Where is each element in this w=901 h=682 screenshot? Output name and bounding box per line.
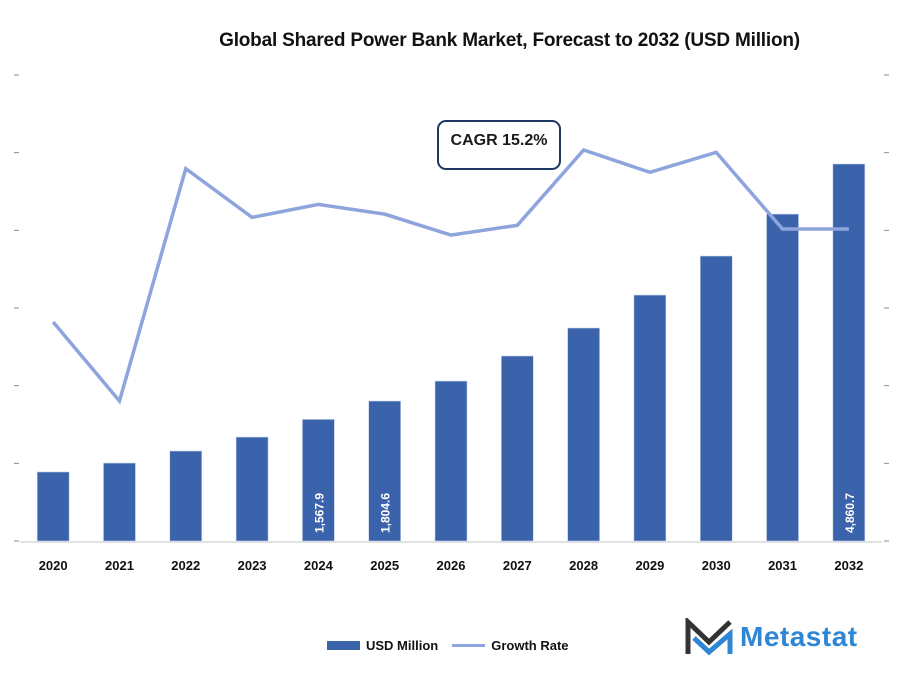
chart-title: Global Shared Power Bank Market, Forecas… xyxy=(219,30,800,51)
bar-2021 xyxy=(103,462,136,542)
bar-2028 xyxy=(567,327,600,542)
bar-2026 xyxy=(434,380,468,542)
x-tick-label-2022: 2022 xyxy=(171,558,200,573)
legend-bar-swatch xyxy=(327,641,360,650)
x-tick-label-2021: 2021 xyxy=(105,558,134,573)
data-label-2032: 4,860.7 xyxy=(843,493,857,533)
legend: USD Million Growth Rate xyxy=(327,638,569,653)
bar-2031 xyxy=(766,213,799,542)
x-tick-label-2024: 2024 xyxy=(304,558,334,573)
x-tick-label-2029: 2029 xyxy=(635,558,664,573)
cagr-text: CAGR 15.2% xyxy=(450,132,548,149)
bar-2030 xyxy=(699,255,733,542)
x-tick-label-2027: 2027 xyxy=(503,558,532,573)
x-tick-label-2032: 2032 xyxy=(834,558,863,573)
x-tick-label-2025: 2025 xyxy=(370,558,399,573)
bar-2020 xyxy=(36,471,70,542)
brand-name: Metastat xyxy=(740,621,858,652)
bar-2029 xyxy=(633,294,667,542)
x-tick-label-2020: 2020 xyxy=(39,558,68,573)
metastat-m-icon xyxy=(685,618,733,656)
x-tick-label-2026: 2026 xyxy=(437,558,466,573)
data-label-2025: 1,804.6 xyxy=(379,493,393,533)
bar-2027 xyxy=(501,355,534,542)
x-tick-label-2028: 2028 xyxy=(569,558,598,573)
legend-bar-label: USD Million xyxy=(366,638,439,653)
bar-2032 xyxy=(832,163,866,542)
bar-2023 xyxy=(235,436,269,542)
cagr-callout: CAGR 15.2% xyxy=(437,120,561,170)
x-tick-label-2023: 2023 xyxy=(238,558,267,573)
legend-line-swatch xyxy=(452,644,486,647)
x-tick-label-2031: 2031 xyxy=(768,558,797,573)
bar-2025 xyxy=(368,400,401,542)
bar-2024 xyxy=(302,419,335,542)
bar-2022 xyxy=(169,450,203,542)
data-label-2024: 1,567.9 xyxy=(312,493,326,533)
metastat-logo: Metastat xyxy=(684,618,858,656)
legend-line-label: Growth Rate xyxy=(491,638,569,653)
x-tick-label-2030: 2030 xyxy=(702,558,731,573)
